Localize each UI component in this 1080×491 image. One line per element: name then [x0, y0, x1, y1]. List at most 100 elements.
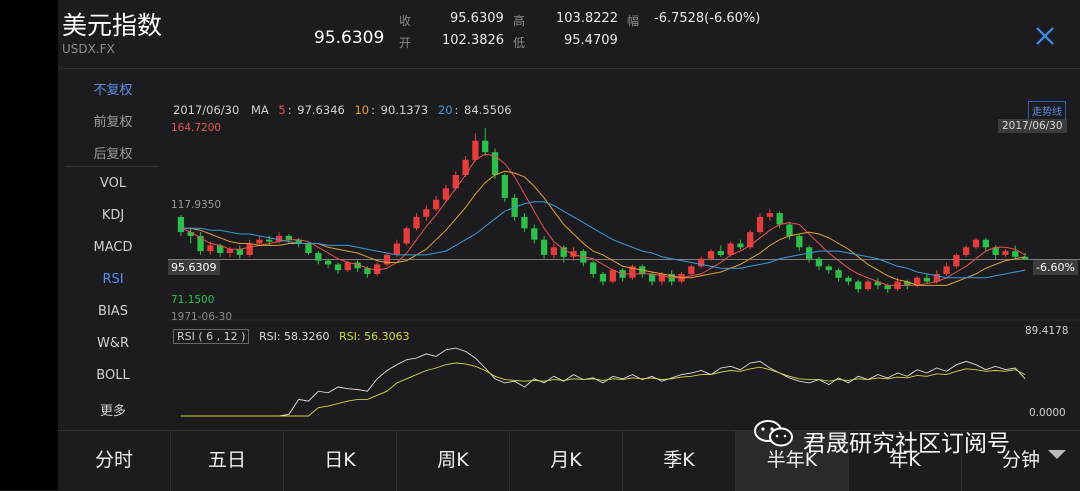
ma5-line: [180, 153, 1026, 286]
candle-body: [698, 258, 705, 267]
candle-body: [923, 277, 931, 282]
candle-body: [933, 273, 940, 282]
candle-body: [737, 243, 744, 248]
candle-body: [374, 264, 381, 274]
quote-label-open: 开: [399, 36, 412, 50]
candle-body: [796, 235, 803, 248]
candle-body: [717, 251, 724, 255]
candle-body: [570, 251, 577, 257]
quote-label-change: 幅: [627, 14, 640, 28]
quote-value-change: -6.7528(-6.60%): [654, 11, 761, 26]
kline-chart-svg[interactable]: [168, 70, 1080, 430]
kline-chart-area[interactable]: 2017/06/30 MA 5: 97.6346 10: 90.1373 20:…: [168, 70, 1080, 430]
candle-body: [442, 188, 450, 200]
close-icon[interactable]: [1033, 24, 1057, 48]
trend-line-button[interactable]: 走势线: [1028, 101, 1066, 120]
candle-body: [590, 262, 597, 274]
tab-yearly-k[interactable]: 年K: [849, 431, 962, 491]
candle-body: [246, 243, 253, 255]
candle-body: [295, 239, 302, 244]
candle-body: [383, 254, 391, 265]
tab-intraday[interactable]: 分时: [58, 431, 171, 491]
tab-five-day[interactable]: 五日: [171, 431, 284, 491]
candle-body: [982, 239, 989, 248]
candle-body: [629, 266, 636, 278]
app-frame: 美元指数 USDX.FX 95.6309 收 95.6309 开 102.382…: [58, 0, 1080, 491]
current-price-tag: 95.6309: [168, 260, 220, 275]
candle-body: [550, 247, 558, 255]
tab-daily-k[interactable]: 日K: [284, 431, 397, 491]
candle-body: [482, 140, 489, 153]
rsi1-value: RSI: 58.3260: [258, 330, 330, 343]
candle-body: [963, 247, 970, 255]
ma20-value: 84.5506: [464, 103, 512, 117]
indicator-macd[interactable]: MACD: [93, 240, 133, 255]
candle-body: [658, 273, 666, 282]
quote-value-high: 103.8222: [556, 11, 619, 26]
quote-value-close: 95.6309: [450, 11, 504, 26]
last-price: 95.6309: [314, 28, 385, 48]
candle-body: [1021, 256, 1029, 260]
rsi-legend: RSI ( 6 , 12 ) RSI: 58.3260 RSI: 56.3063: [173, 329, 410, 344]
adjust-backward[interactable]: 后复权: [93, 147, 133, 162]
crosshair-date-tag: 2017/06/30: [998, 119, 1067, 133]
rsi-min-label: 0.0000: [1029, 407, 1066, 419]
candle-body: [334, 264, 342, 271]
candle-body: [325, 260, 332, 265]
candle-body: [815, 258, 823, 267]
indicator-bias[interactable]: BIAS: [98, 304, 128, 319]
candle-body: [727, 243, 734, 255]
candle-body: [540, 239, 548, 255]
page-title: 美元指数: [62, 11, 163, 40]
max-price-label: 164.7200: [171, 122, 222, 134]
chevron-down-icon[interactable]: [1048, 450, 1066, 459]
candle-body: [177, 216, 185, 233]
candle-body: [491, 152, 499, 176]
candle-body: [904, 281, 911, 286]
candle-body: [305, 243, 312, 254]
tab-quarterly-k[interactable]: 季K: [623, 431, 736, 491]
candle-body: [344, 262, 351, 271]
adjust-forward[interactable]: 前复权: [93, 115, 133, 130]
candle-body: [531, 228, 538, 240]
indicator-vol[interactable]: VOL: [99, 176, 127, 191]
tab-half-year-k[interactable]: 半年K: [736, 431, 849, 491]
chart-date: 2017/06/30: [173, 103, 240, 117]
candle-body: [560, 247, 567, 257]
adjust-none[interactable]: 不复权: [93, 83, 133, 98]
candle-body: [864, 281, 872, 290]
quote-value-low: 95.4709: [564, 33, 618, 48]
candle-body: [835, 270, 842, 278]
ma10-period: 10: [354, 103, 370, 117]
candle-body: [354, 262, 361, 269]
candle-body: [226, 249, 234, 254]
candle-body: [972, 239, 980, 248]
ma20-period: 20: [437, 103, 453, 117]
tab-monthly-k[interactable]: 月K: [510, 431, 623, 491]
candle-body: [403, 228, 410, 244]
candle-body: [452, 175, 459, 189]
indicator-wr[interactable]: W&R: [96, 336, 130, 351]
indicator-boll[interactable]: BOLL: [96, 368, 130, 383]
candle-body: [1012, 251, 1019, 257]
rsi12-line: [180, 362, 1026, 417]
ma-legend: 2017/06/30 MA 5: 97.6346 10: 90.1373 20:…: [173, 103, 512, 117]
start-date-label: 1971-06-30: [171, 311, 233, 323]
period-tab-bar: 分时 五日 日K 周K 月K 季K 半年K 年K 分钟: [58, 430, 1080, 491]
rsi6-line: [180, 347, 1026, 417]
level-price-label: 117.9350: [171, 199, 222, 211]
indicator-kdj[interactable]: KDJ: [101, 208, 125, 223]
quote-value-open: 102.3826: [442, 33, 505, 48]
wechat-icon: [754, 420, 793, 447]
candle-body: [609, 270, 616, 282]
sidebar-divider: [66, 166, 158, 167]
candle-body: [266, 239, 273, 242]
indicator-more[interactable]: 更多: [99, 404, 126, 419]
tab-minute[interactable]: 分钟: [1001, 449, 1040, 471]
quote-label-high: 高: [513, 14, 526, 28]
rsi-max-label: 89.4178: [1025, 325, 1069, 337]
candle-body: [207, 245, 214, 252]
indicator-rsi[interactable]: RSI: [102, 272, 124, 287]
candle-body: [599, 273, 607, 282]
tab-weekly-k[interactable]: 周K: [397, 431, 510, 491]
